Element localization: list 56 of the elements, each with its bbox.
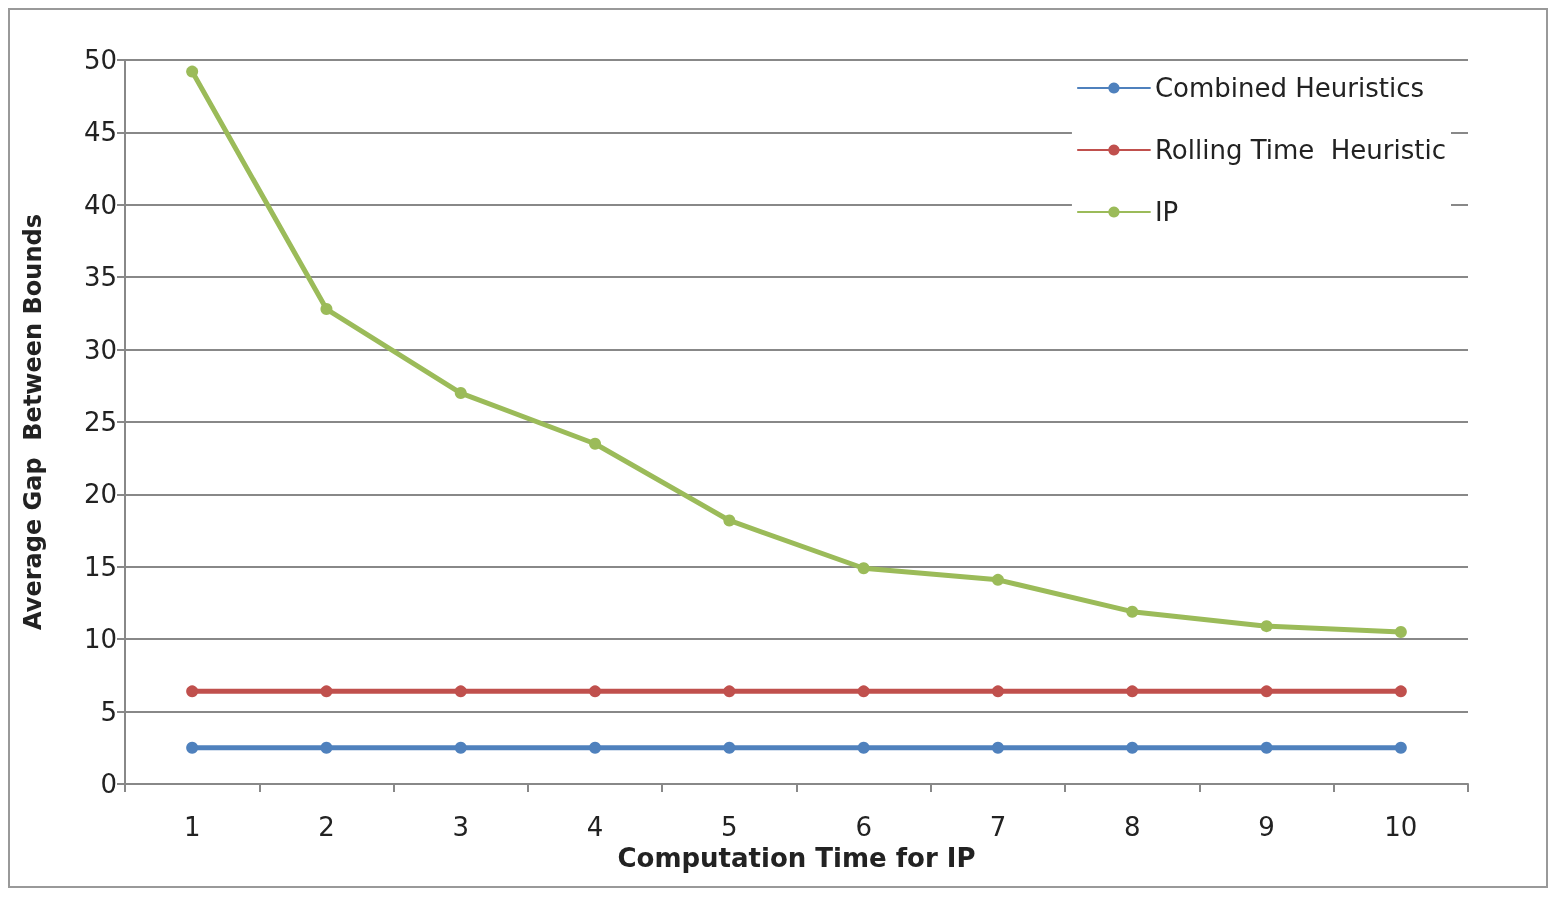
x-tick-label: 5 — [721, 812, 738, 842]
x-axis-title: Computation Time for IP — [617, 842, 976, 873]
point — [454, 685, 467, 698]
point — [186, 741, 199, 754]
point — [454, 387, 467, 400]
legend-label: Rolling Time Heuristic — [1154, 135, 1446, 165]
y-tick-label: 0 — [100, 769, 117, 799]
point — [1260, 741, 1273, 754]
point — [1260, 620, 1273, 633]
point — [1126, 685, 1139, 698]
point — [857, 741, 870, 754]
point — [1394, 741, 1407, 754]
point — [1126, 741, 1139, 754]
legend-label: Combined Heuristics — [1154, 73, 1425, 103]
point — [857, 562, 870, 575]
y-tick-label: 20 — [83, 479, 117, 510]
point — [186, 65, 199, 78]
y-tick-label: 30 — [83, 334, 117, 365]
x-tick-label: 2 — [318, 812, 335, 842]
point — [589, 437, 602, 450]
y-tick-label: 50 — [83, 45, 117, 75]
point — [723, 514, 736, 527]
y-tick-label: 35 — [83, 262, 117, 293]
x-tick-label: 4 — [586, 812, 604, 842]
y-tick-label: 25 — [83, 407, 117, 437]
point — [454, 741, 467, 754]
x-tick-label: 9 — [1258, 812, 1275, 842]
point — [1260, 685, 1273, 698]
x-tick-label: 3 — [452, 812, 470, 842]
y-tick-label: 10 — [83, 624, 117, 655]
x-tick-label: 10 — [1384, 812, 1418, 842]
point — [589, 741, 602, 754]
point — [589, 685, 602, 698]
point — [723, 741, 736, 754]
x-tick-label: 7 — [989, 812, 1007, 842]
point — [991, 573, 1004, 586]
point — [1394, 625, 1407, 638]
x-tick-label: 6 — [855, 812, 872, 842]
point — [320, 303, 333, 316]
point — [857, 685, 870, 698]
point — [723, 685, 736, 698]
point — [991, 741, 1004, 754]
point — [320, 741, 333, 754]
x-tick-label: 1 — [183, 812, 201, 842]
point — [320, 685, 333, 698]
y-tick-label: 45 — [83, 117, 117, 148]
point — [1394, 685, 1407, 698]
y-tick-label: 5 — [100, 696, 117, 727]
point — [186, 685, 199, 698]
point — [1126, 605, 1139, 618]
y-tick-label: 40 — [83, 189, 117, 220]
y-tick-label: 15 — [83, 551, 117, 582]
point — [991, 685, 1004, 698]
x-tick-label: 8 — [1123, 812, 1141, 842]
legend-label: IP — [1154, 197, 1179, 227]
y-axis-title: Average Gap Between Bounds — [19, 214, 47, 630]
